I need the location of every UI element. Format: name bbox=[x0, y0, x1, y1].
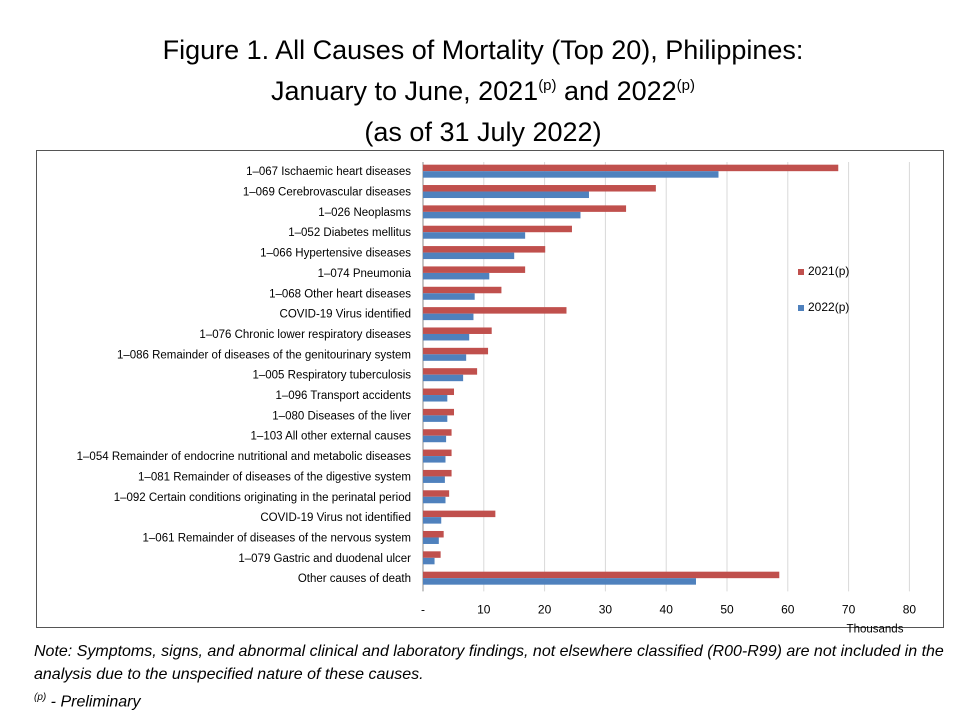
category-label: 1–067 Ischaemic heart diseases bbox=[246, 166, 411, 178]
legend-label: 2022(p) bbox=[808, 300, 849, 314]
bar-2022 bbox=[423, 232, 526, 239]
bar-2021 bbox=[423, 551, 441, 558]
category-label: 1–066 Hypertensive diseases bbox=[260, 248, 411, 260]
title-line-2-mid: and 2022 bbox=[556, 76, 677, 106]
title-line-1: Figure 1. All Causes of Mortality (Top 2… bbox=[162, 35, 804, 65]
note-text: Note: Symptoms, signs, and abnormal clin… bbox=[34, 643, 944, 683]
legend-swatch bbox=[798, 305, 804, 311]
bar-2021 bbox=[423, 327, 492, 334]
bar-2021 bbox=[423, 388, 455, 396]
bar-2021 bbox=[423, 225, 572, 233]
category-label: 1–026 Neoplasms bbox=[318, 207, 411, 219]
bar-2022 bbox=[423, 313, 474, 321]
bar-2022 bbox=[423, 374, 464, 382]
bar-2021 bbox=[423, 408, 455, 416]
bar-2022 bbox=[423, 272, 490, 280]
chart-frame bbox=[36, 150, 944, 628]
bar-2021 bbox=[423, 490, 450, 497]
x-tick-label: 50 bbox=[720, 602, 734, 616]
bar-2021 bbox=[423, 205, 627, 212]
category-label: 1–103 All other external causes bbox=[251, 431, 412, 443]
title-line-2-pre: January to June, 2021 bbox=[270, 76, 539, 106]
bar-2021 bbox=[423, 246, 546, 253]
x-tick-label: 10 bbox=[477, 602, 491, 616]
bar-2022 bbox=[423, 395, 448, 402]
bar-2021 bbox=[423, 469, 452, 477]
bar-2022 bbox=[423, 354, 467, 361]
bar-2021 bbox=[423, 449, 452, 457]
category-label: 1–096 Transport accidents bbox=[275, 390, 411, 402]
legend-swatch bbox=[798, 269, 804, 275]
category-label: 1–052 Diabetes mellitus bbox=[288, 227, 411, 239]
category-label: 1–081 Remainder of diseases of the diges… bbox=[138, 471, 411, 483]
footnote: Note: Symptoms, signs, and abnormal clin… bbox=[34, 640, 954, 713]
bar-2021 bbox=[423, 286, 502, 294]
x-tick-label: 30 bbox=[599, 602, 613, 616]
preliminary-note: (p) - Preliminary bbox=[34, 686, 954, 713]
x-tick-label: 80 bbox=[903, 602, 917, 616]
bar-2022 bbox=[423, 191, 589, 199]
bar-2021 bbox=[423, 429, 452, 436]
bar-2021 bbox=[423, 266, 526, 273]
bar-2022 bbox=[423, 211, 581, 219]
bar-2021 bbox=[423, 185, 656, 192]
prelim-sup: (p) bbox=[34, 692, 47, 703]
x-axis-label: Thousands bbox=[847, 623, 904, 635]
bar-2022 bbox=[423, 415, 448, 422]
bar-2021 bbox=[423, 307, 567, 314]
bar-2022 bbox=[423, 252, 515, 260]
legend-label: 2021(p) bbox=[808, 264, 849, 278]
bar-2022 bbox=[423, 293, 475, 300]
bar-2022 bbox=[423, 557, 435, 565]
title-line-2: January to June, 2021(p) and 2022(p) bbox=[0, 71, 966, 112]
x-tick-label: 40 bbox=[660, 602, 674, 616]
category-label: 1–074 Pneumonia bbox=[318, 268, 412, 280]
x-tick-label: 70 bbox=[842, 602, 856, 616]
category-label: Other causes of death bbox=[298, 573, 411, 585]
bar-2022 bbox=[423, 456, 446, 463]
bar-2022 bbox=[423, 435, 447, 443]
bar-2021 bbox=[423, 368, 478, 375]
category-label: 1–054 Remainder of endocrine nutritional… bbox=[77, 451, 412, 463]
x-tick-label: 20 bbox=[538, 602, 552, 616]
bar-2022 bbox=[423, 496, 446, 504]
bar-2021 bbox=[423, 347, 489, 355]
bar-2022 bbox=[423, 333, 470, 341]
category-label: 1–061 Remainder of diseases of the nervo… bbox=[143, 532, 411, 544]
x-tick-label: 60 bbox=[781, 602, 795, 616]
bar-2021 bbox=[423, 164, 839, 172]
category-label: 1–086 Remainder of diseases of the genit… bbox=[117, 349, 411, 361]
bar-2022 bbox=[423, 171, 719, 178]
title-sup-2: (p) bbox=[676, 77, 695, 94]
title-sup-1: (p) bbox=[538, 77, 557, 94]
category-label: 1–080 Diseases of the liver bbox=[272, 410, 411, 422]
x-tick-label: - bbox=[421, 602, 425, 616]
bar-2022 bbox=[423, 578, 696, 585]
chart-title: Figure 1. All Causes of Mortality (Top 2… bbox=[0, 30, 966, 153]
bar-2022 bbox=[423, 537, 439, 544]
category-label: COVID-19 Virus identified bbox=[280, 309, 411, 321]
bar-2022 bbox=[423, 476, 445, 483]
category-label: 1–092 Certain conditions originating in … bbox=[114, 492, 411, 504]
bar-2021 bbox=[423, 510, 496, 518]
category-label: 1–068 Other heart diseases bbox=[269, 288, 411, 300]
title-line-3: (as of 31 July 2022) bbox=[364, 117, 602, 147]
bar-2021 bbox=[423, 571, 780, 579]
category-label: 1–069 Cerebrovascular diseases bbox=[243, 187, 411, 199]
category-label: 1–079 Gastric and duodenal ulcer bbox=[238, 553, 411, 565]
bar-2021 bbox=[423, 530, 444, 538]
category-label: 1–005 Respiratory tuberculosis bbox=[252, 370, 411, 382]
category-label: 1–076 Chronic lower respiratory diseases bbox=[199, 329, 411, 341]
category-label: COVID-19 Virus not identified bbox=[260, 512, 411, 524]
prelim-text: - Preliminary bbox=[46, 693, 141, 711]
bar-2022 bbox=[423, 517, 442, 524]
